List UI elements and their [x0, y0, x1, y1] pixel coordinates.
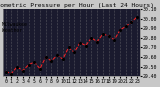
Text: Milwaukee
Weather: Milwaukee Weather — [2, 22, 28, 33]
Title: Barometric Pressure per Hour (Last 24 Hours): Barometric Pressure per Hour (Last 24 Ho… — [0, 3, 154, 8]
